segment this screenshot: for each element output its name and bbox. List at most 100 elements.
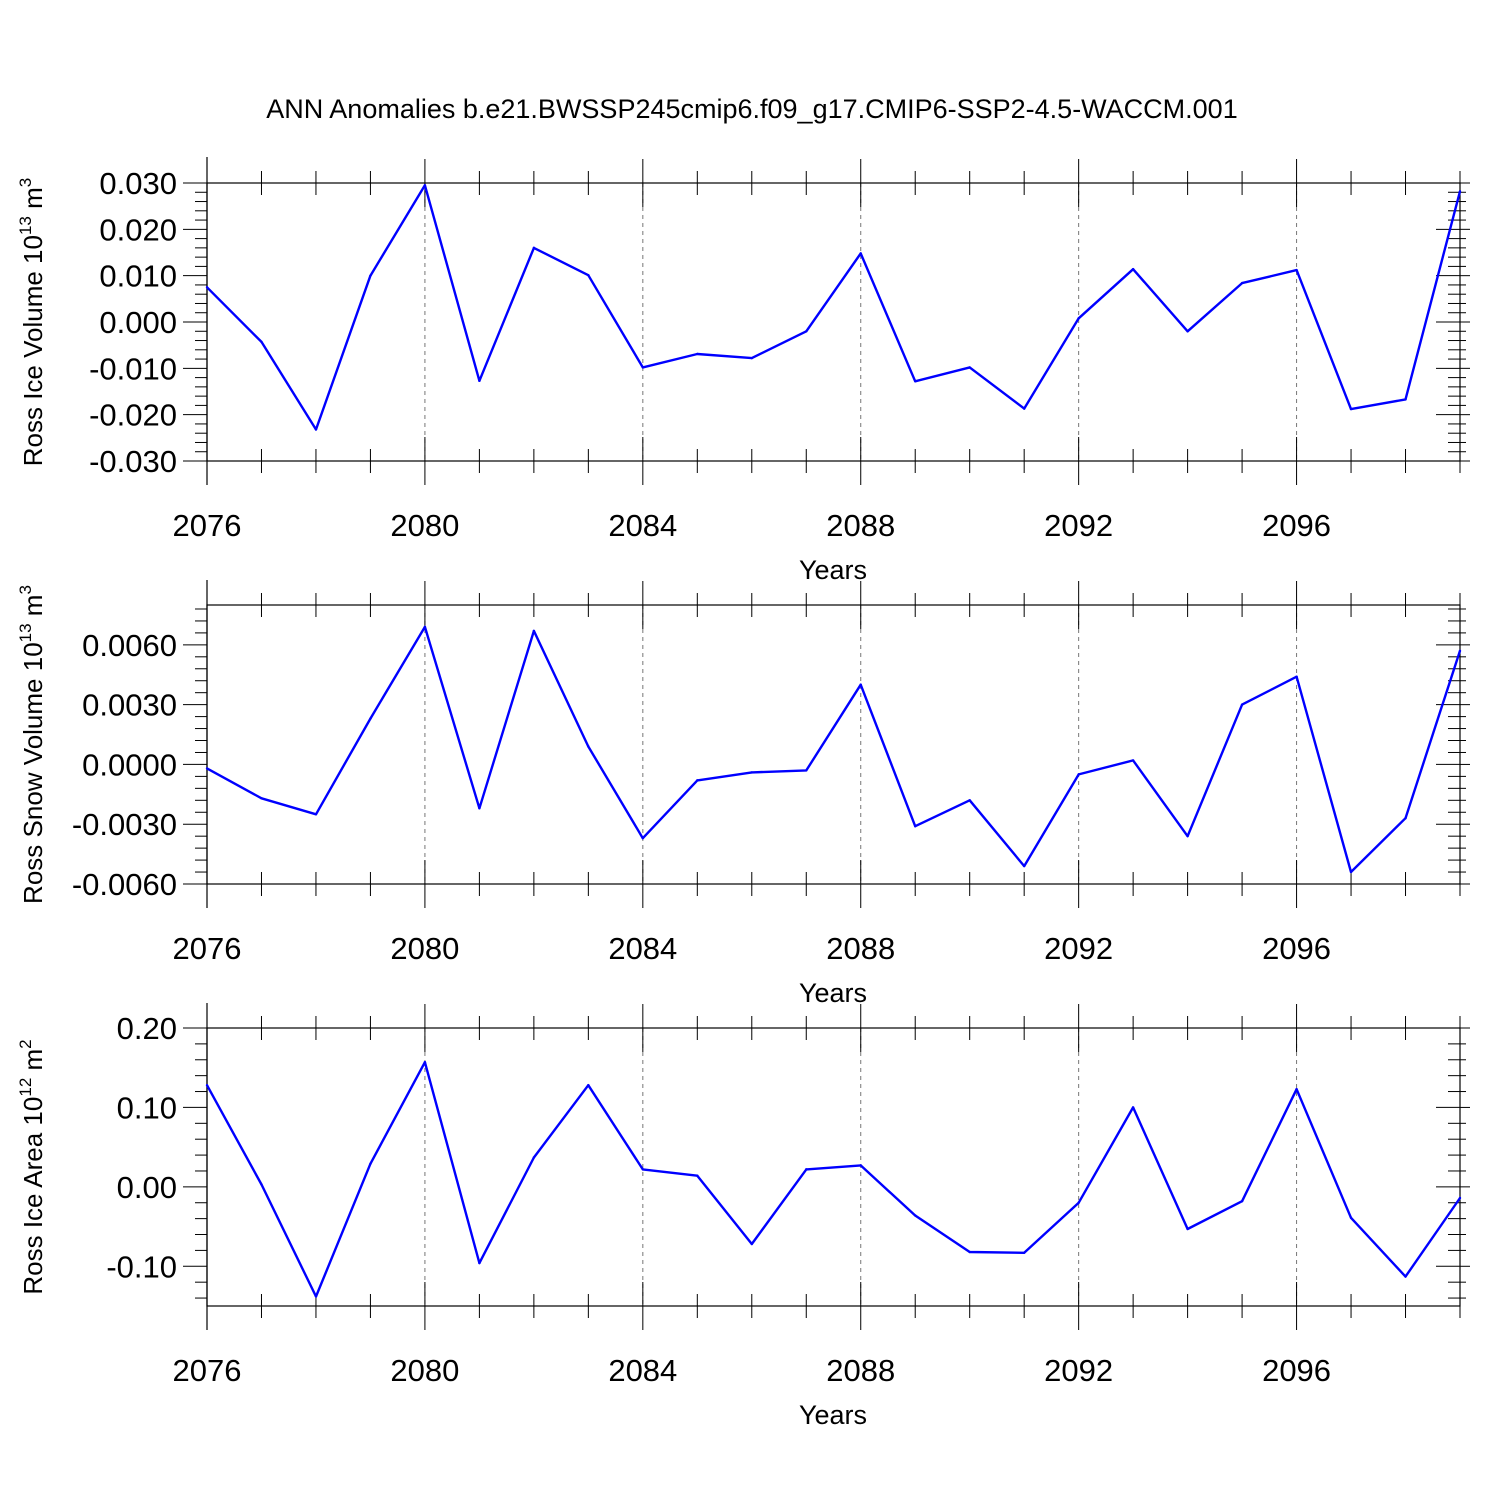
data-point	[314, 813, 318, 816]
data-point	[1240, 281, 1244, 285]
data-point	[914, 1214, 917, 1217]
x-tick-label: 2088	[826, 508, 895, 543]
data-point	[859, 252, 862, 255]
y-tick-label: -0.0060	[72, 867, 177, 902]
data-point	[1240, 703, 1244, 706]
y-tick-label: 0.10	[117, 1090, 177, 1125]
data-point	[260, 1183, 263, 1186]
y-tick-label: 0.0000	[82, 747, 177, 782]
y-tick-label: 0.0060	[82, 628, 177, 663]
data-point	[587, 745, 590, 748]
data-point	[1349, 870, 1353, 874]
data-point	[805, 1168, 808, 1171]
data-point	[859, 683, 862, 686]
data-point	[1404, 1275, 1407, 1278]
y-tick-label: 0.000	[99, 305, 177, 340]
data-point	[1458, 1196, 1462, 1200]
y-tick-label: -0.010	[89, 351, 177, 386]
data-point	[369, 1162, 372, 1166]
data-point	[532, 246, 536, 250]
data-point	[1022, 1251, 1026, 1254]
x-tick-label: 2076	[173, 1353, 242, 1388]
x-tick-label: 2076	[173, 931, 242, 966]
y-tick-label: -0.030	[89, 444, 177, 479]
data-point	[1295, 675, 1298, 678]
y-axis-label: Ross Ice Area 1012 m2	[16, 1039, 48, 1294]
chart-panel-2: -0.0060 -0.0030 0.0000 0.0030 0.0060 2076 2080…	[16, 580, 1470, 1008]
y-tick-label: 0.20	[117, 1011, 177, 1046]
x-tick-label: 2084	[608, 1353, 677, 1388]
data-point	[968, 366, 971, 369]
data-point	[1295, 1087, 1298, 1091]
data-point	[641, 366, 645, 369]
data-point	[1240, 1199, 1244, 1203]
x-tick-label: 2092	[1044, 508, 1113, 543]
x-tick-label: 2092	[1044, 931, 1113, 966]
data-point	[369, 274, 372, 277]
data-point	[1131, 759, 1135, 762]
x-tick-label: 2092	[1044, 1353, 1113, 1388]
data-point	[750, 356, 753, 360]
y-axis-label: Ross Snow Volume 1013 m3	[16, 585, 48, 904]
data-point	[260, 797, 263, 800]
data-point	[805, 769, 808, 772]
x-tick-label: 2076	[173, 508, 242, 543]
data-point	[1077, 773, 1080, 776]
data-point	[587, 274, 590, 277]
data-point	[1458, 649, 1462, 653]
y-tick-label: 0.030	[99, 166, 177, 201]
y-tick-label: -0.0030	[72, 807, 177, 842]
data-point	[478, 1261, 481, 1265]
figure-title: ANN Anomalies b.e21.BWSSP245cmip6.f09_g1…	[266, 94, 1237, 124]
series-line	[205, 1060, 1461, 1298]
data-point	[1404, 817, 1407, 820]
data-point	[914, 380, 917, 383]
x-tick-label: 2088	[826, 931, 895, 966]
data-point	[1186, 330, 1189, 333]
data-point	[205, 1083, 209, 1087]
chart-panel-1: -0.030 -0.020 -0.010 0.000 0.010 0.020 0.030 20…	[16, 157, 1470, 585]
x-tick-label: 2096	[1262, 508, 1331, 543]
data-point	[1022, 864, 1026, 868]
chart-panel-3: -0.10 0.00 0.10 0.20 2076 2080 2084 2088 2092 209…	[16, 1003, 1470, 1430]
data-point	[532, 629, 536, 633]
data-point	[314, 428, 318, 431]
data-point	[478, 807, 481, 810]
data-point	[1131, 267, 1135, 271]
data-point	[696, 779, 699, 782]
x-tick-label: 2096	[1262, 931, 1331, 966]
y-tick-label: 0.00	[117, 1170, 177, 1205]
y-tick-label: -0.020	[89, 398, 177, 433]
plot-frame	[206, 182, 1461, 462]
data-point	[641, 1168, 645, 1171]
plot-frame	[206, 604, 1461, 885]
data-point	[423, 625, 427, 629]
data-point	[696, 1174, 699, 1177]
data-point	[314, 1295, 318, 1298]
panels: -0.030 -0.020 -0.010 0.000 0.010 0.020 0.030 20…	[16, 157, 1470, 1430]
data-point	[968, 799, 971, 802]
data-point	[914, 825, 917, 828]
data-point	[1186, 834, 1189, 838]
data-point	[205, 767, 209, 770]
data-point	[641, 836, 645, 840]
data-point	[1404, 398, 1407, 401]
data-point	[968, 1250, 971, 1254]
data-point	[369, 717, 372, 720]
x-axis-label: Years	[799, 1400, 867, 1430]
series-line	[206, 184, 1462, 431]
data-point	[1022, 407, 1026, 410]
y-tick-label: 0.010	[99, 259, 177, 294]
data-point	[696, 352, 699, 356]
data-point	[478, 379, 481, 383]
x-tick-label: 2084	[608, 508, 677, 543]
x-tick-label: 2080	[390, 931, 459, 966]
y-tick-label: 0.0030	[82, 688, 177, 723]
y-tick-label: -0.10	[106, 1249, 177, 1284]
data-point	[1077, 1201, 1080, 1204]
data-point	[805, 330, 808, 333]
data-point	[205, 286, 209, 289]
data-point	[1458, 190, 1462, 193]
data-point	[587, 1083, 590, 1087]
